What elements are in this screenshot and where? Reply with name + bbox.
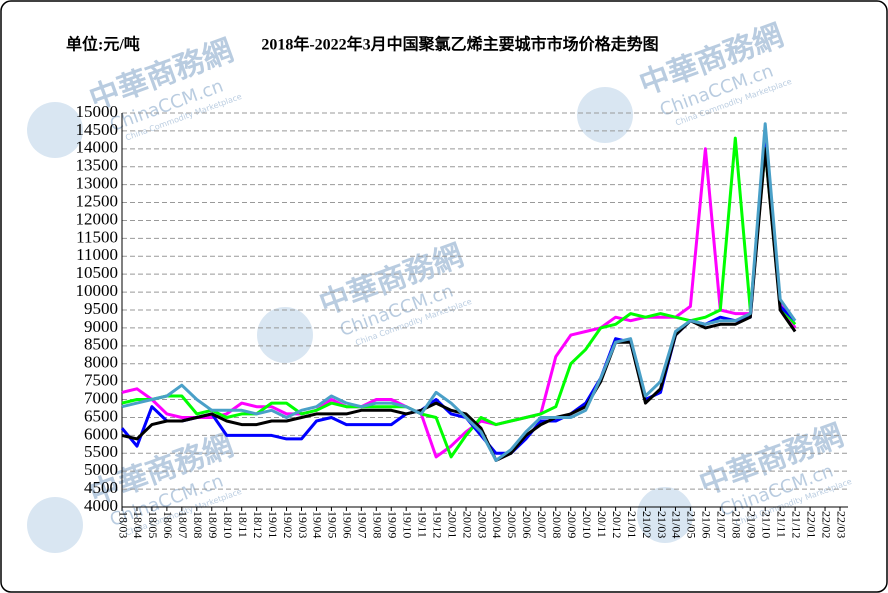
y-tick-label: 8500	[84, 335, 118, 354]
x-tick-label: 21/04	[670, 511, 684, 538]
x-tick-label: 21/08	[730, 511, 744, 538]
y-tick-label: 10000	[76, 281, 119, 300]
x-tick-label: 20/12	[610, 511, 624, 538]
y-tick-label: 11000	[76, 245, 118, 264]
x-tick-label: 20/06	[520, 511, 534, 538]
chart-title: 2018年-2022年3月中国聚氯乙烯主要城市市场价格走势图	[261, 35, 658, 54]
x-tick-label: 19/06	[341, 511, 355, 538]
x-tick-label: 18/12	[251, 511, 265, 538]
x-tick-label: 20/09	[565, 511, 579, 538]
x-tick-label: 21/11	[774, 511, 788, 538]
x-tick-label: 18/06	[161, 511, 175, 538]
x-tick-label: 22/02	[819, 511, 833, 538]
x-tick-label: 19/03	[296, 511, 310, 538]
watermark-globe	[27, 497, 83, 553]
y-tick-label: 15000	[76, 102, 119, 121]
watermark-globe	[637, 487, 693, 543]
x-tick-label: 22/03	[834, 511, 848, 538]
y-tick-label: 4000	[84, 496, 118, 515]
series-line	[121, 140, 797, 459]
x-tick-label: 18/10	[221, 511, 235, 538]
y-tick-label: 10500	[76, 263, 119, 282]
y-tick-label: 7500	[84, 371, 118, 390]
x-tick-label: 20/07	[535, 511, 549, 538]
x-tick-label: 18/05	[146, 511, 160, 538]
y-tick-label: 4500	[84, 478, 118, 497]
x-tick-label: 20/10	[580, 511, 594, 538]
x-tick-label: 20/08	[550, 511, 564, 538]
y-tick-label: 5000	[84, 460, 118, 479]
y-tick-label: 9000	[84, 317, 118, 336]
watermark-globe	[27, 102, 83, 158]
y-tick-label: 12000	[76, 209, 119, 228]
y-tick-label: 5500	[84, 442, 118, 461]
x-tick-label: 19/12	[430, 511, 444, 538]
x-tick-label: 20/03	[475, 511, 489, 538]
x-tick-label: 18/08	[191, 511, 205, 538]
x-tick-label: 18/09	[206, 511, 220, 538]
watermark-globe	[577, 87, 633, 143]
y-tick-label: 13000	[76, 174, 119, 193]
unit-label: 单位:元/吨	[66, 35, 140, 54]
x-tick-label: 21/06	[700, 511, 714, 538]
y-tick-label: 14000	[76, 138, 119, 157]
y-tick-label: 11500	[76, 227, 118, 246]
x-tick-label: 20/05	[505, 511, 519, 538]
y-tick-label: 13500	[76, 156, 119, 175]
series-line	[121, 136, 797, 459]
y-tick-label: 14500	[76, 120, 119, 139]
x-tick-label: 19/02	[281, 511, 295, 538]
y-tick-label: 7000	[84, 388, 118, 407]
x-tick-label: 18/04	[131, 511, 145, 538]
x-tick-label: 22/01	[804, 511, 818, 538]
x-tick-label: 19/04	[311, 511, 325, 538]
x-tick-label: 21/01	[625, 511, 639, 538]
x-tick-label: 21/10	[759, 511, 773, 538]
watermark-globe	[257, 307, 313, 363]
x-tick-label: 21/12	[789, 511, 803, 538]
x-tick-label: 19/05	[326, 511, 340, 538]
y-tick-label: 12500	[76, 191, 119, 210]
x-tick-label: 21/07	[715, 511, 729, 538]
y-tick-label: 8000	[84, 353, 118, 372]
x-tick-label: 21/09	[745, 511, 759, 538]
x-tick-label: 20/02	[460, 511, 474, 538]
x-tick-label: 20/01	[445, 511, 459, 538]
y-tick-label: 9500	[84, 299, 118, 318]
x-tick-label: 20/11	[595, 511, 609, 538]
x-tick-label: 18/03	[116, 511, 130, 538]
series-line	[121, 122, 797, 462]
x-tick-label: 20/04	[490, 511, 504, 538]
y-tick-label: 6500	[84, 406, 118, 425]
x-tick-label: 21/03	[655, 511, 669, 538]
x-tick-label: 18/07	[176, 511, 190, 538]
x-tick-label: 19/09	[386, 511, 400, 538]
x-tick-label: 19/01	[266, 511, 280, 538]
x-tick-label: 19/10	[400, 511, 414, 538]
x-tick-label: 19/08	[371, 511, 385, 538]
x-tick-label: 19/11	[415, 511, 429, 538]
x-tick-label: 21/02	[640, 511, 654, 538]
x-tick-label: 21/05	[685, 511, 699, 538]
y-tick-label: 6000	[84, 424, 118, 443]
x-tick-label: 18/11	[236, 511, 250, 538]
x-tick-label: 19/07	[356, 511, 370, 538]
